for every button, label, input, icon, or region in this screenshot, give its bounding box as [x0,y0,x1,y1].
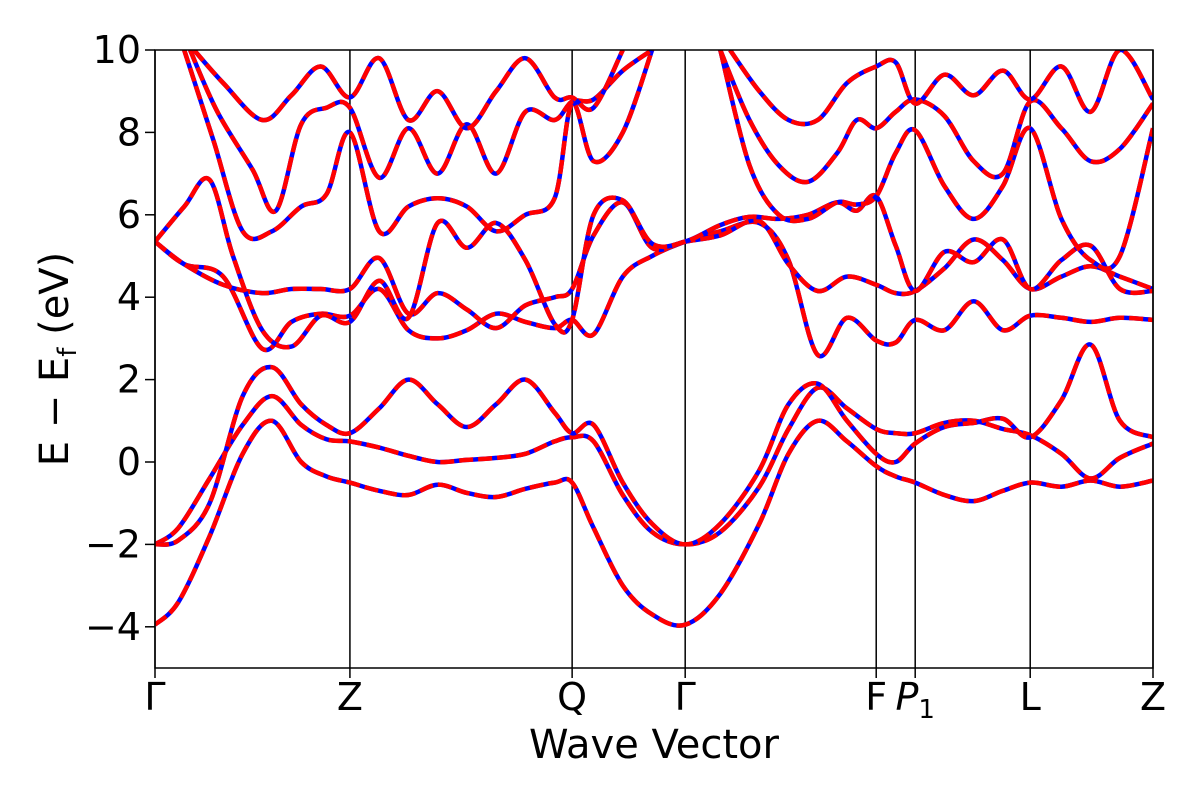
y-tick-label: 6 [117,193,141,237]
y-tick-label: 10 [93,28,141,72]
kpoint-vertical-lines [154,50,1154,668]
x-tick-label-main: F [865,675,887,719]
x-tick-label-main: L [1020,675,1041,719]
plot-area [155,50,1153,668]
y-tick-label: −4 [85,605,141,649]
band-line-dashed [188,50,654,215]
x-tick-label-main: Γ [144,675,165,719]
x-tick-label-sub: 1 [918,695,935,725]
x-tick-label-main: Z [337,675,363,719]
y-axis-title-sub: f [53,347,83,357]
x-tick-label-main: Q [557,675,587,719]
band-line-dashed [182,50,655,242]
x-tick-label: Γ [675,675,696,719]
y-axis-title-main: E − E [32,357,78,467]
x-tick-label: F [865,675,887,719]
y-tick-label: 4 [117,275,141,319]
band-line-dashed [155,219,1153,359]
band-line-dashed [192,50,625,131]
y-axis-title-unit: (eV) [32,252,78,348]
band-line-dashed [155,175,1153,350]
band-lines [155,50,1153,628]
y-axis-ticks: −4 −2 0 2 4 6 8 10 [85,28,155,649]
band-line-dashed [155,342,1153,547]
band-line-dashed [728,50,1153,127]
y-tick-label: −2 [85,522,141,566]
y-tick-label: 8 [117,110,141,154]
plot-frame [154,49,1154,669]
x-tick-label-main: P [895,675,918,719]
x-axis-title: Wave Vector [529,722,780,768]
x-axis-ticks: Γ Z Q Γ F P1 L Z [144,668,1166,725]
band-line-dashed [718,50,1153,271]
x-tick-label: Z [337,675,363,719]
y-tick-label: 0 [117,440,141,484]
y-axis-title: E − Ef (eV) [32,252,83,467]
x-tick-label: Γ [144,675,165,719]
x-tick-label-main: Z [1140,675,1166,719]
band-line-dashed [155,200,1153,331]
x-tick-label: P1 [895,675,934,725]
band-line-dashed [155,418,1153,628]
y-tick-label: 2 [117,358,141,402]
x-tick-label: Q [557,675,587,719]
x-tick-label-main: Γ [675,675,696,719]
band-line-dashed [718,50,1153,185]
x-tick-label: L [1020,675,1041,719]
x-tick-label: Z [1140,675,1166,719]
